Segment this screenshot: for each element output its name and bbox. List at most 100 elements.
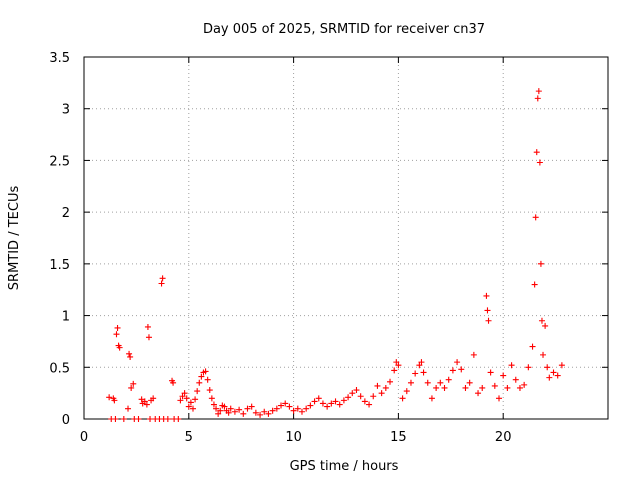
data-point <box>340 397 347 404</box>
data-point <box>521 381 528 388</box>
data-point <box>418 359 425 366</box>
data-point <box>466 379 473 386</box>
data-point <box>273 405 280 412</box>
data-point <box>170 379 177 386</box>
y-tick-label: 0 <box>62 413 70 428</box>
y-tick-label: 1 <box>62 310 70 325</box>
data-point <box>202 368 209 375</box>
data-point <box>106 394 113 401</box>
plot-frame <box>83 56 609 420</box>
data-point <box>175 416 182 422</box>
data-point <box>454 359 461 366</box>
data-point <box>128 384 135 391</box>
series-srmtid <box>106 88 565 422</box>
data-point <box>127 353 134 360</box>
data-point <box>210 401 217 408</box>
data-point <box>204 376 211 383</box>
data-point <box>294 405 301 412</box>
data-point <box>407 379 414 386</box>
data-point <box>126 350 133 357</box>
data-point <box>236 406 243 413</box>
data-point <box>150 395 157 402</box>
data-point <box>183 395 190 402</box>
data-point <box>332 398 339 405</box>
data-point <box>550 369 557 376</box>
data-point <box>536 159 543 166</box>
data-point <box>231 408 238 415</box>
data-point <box>227 405 234 412</box>
data-point <box>130 380 137 387</box>
data-point <box>500 372 507 379</box>
data-point <box>533 149 540 156</box>
x-tick-label: 20 <box>495 430 512 445</box>
data-point <box>144 323 151 330</box>
data-point <box>278 402 285 409</box>
data-point <box>112 416 119 422</box>
data-point <box>529 343 536 350</box>
data-point <box>111 397 118 404</box>
data-point <box>428 395 435 402</box>
data-point <box>487 369 494 376</box>
data-point <box>445 376 452 383</box>
data-point <box>382 384 389 391</box>
data-point <box>535 88 542 95</box>
grid <box>84 57 608 419</box>
data-point <box>143 401 150 408</box>
data-point <box>395 362 402 369</box>
x-tick-label: 15 <box>390 430 407 445</box>
data-point <box>265 410 272 417</box>
chart-title: Day 005 of 2025, SRMTID for receiver cn3… <box>203 22 485 37</box>
data-point <box>192 396 199 403</box>
data-point <box>147 416 154 422</box>
data-point <box>319 400 326 407</box>
data-point <box>484 307 491 314</box>
data-point <box>378 390 385 397</box>
data-point <box>475 390 482 397</box>
data-point <box>374 382 381 389</box>
data-point <box>324 403 331 410</box>
data-point <box>420 369 427 376</box>
data-point <box>286 403 293 410</box>
data-point <box>554 372 561 379</box>
data-point <box>328 400 335 407</box>
data-point <box>437 379 444 386</box>
x-tick-label: 10 <box>285 430 302 445</box>
data-point <box>546 374 553 381</box>
data-point <box>336 401 343 408</box>
y-tick-label: 3 <box>62 103 70 118</box>
axis-ticks <box>83 56 608 420</box>
data-point <box>187 399 194 406</box>
y-tick-label: 0.5 <box>49 361 70 376</box>
data-point <box>164 416 171 422</box>
data-point <box>114 324 121 331</box>
data-point <box>393 359 400 366</box>
data-point <box>370 393 377 400</box>
y-tick-label: 2.5 <box>49 154 70 169</box>
data-point <box>424 379 431 386</box>
data-point <box>240 410 247 417</box>
x-tick-label: 0 <box>80 430 88 445</box>
data-point <box>361 398 368 405</box>
data-point <box>538 317 545 324</box>
data-point <box>540 351 547 358</box>
data-point <box>221 403 228 410</box>
data-point <box>387 378 394 385</box>
data-point <box>303 405 310 412</box>
data-point <box>544 364 551 371</box>
data-point <box>307 402 314 409</box>
tick-labels: 0 0.5 1 1.5 2 2.5 3 3.5 0 5 10 15 20 <box>49 51 511 445</box>
data-point <box>479 384 486 391</box>
data-point <box>261 408 268 415</box>
data-point <box>462 384 469 391</box>
data-point <box>145 334 152 341</box>
data-point <box>399 395 406 402</box>
data-point <box>225 409 232 416</box>
data-point <box>177 397 184 404</box>
data-point <box>537 260 544 267</box>
data-point <box>141 398 148 405</box>
data-point <box>483 292 490 299</box>
data-point <box>135 416 142 422</box>
data-point <box>298 408 305 415</box>
data-point <box>491 382 498 389</box>
